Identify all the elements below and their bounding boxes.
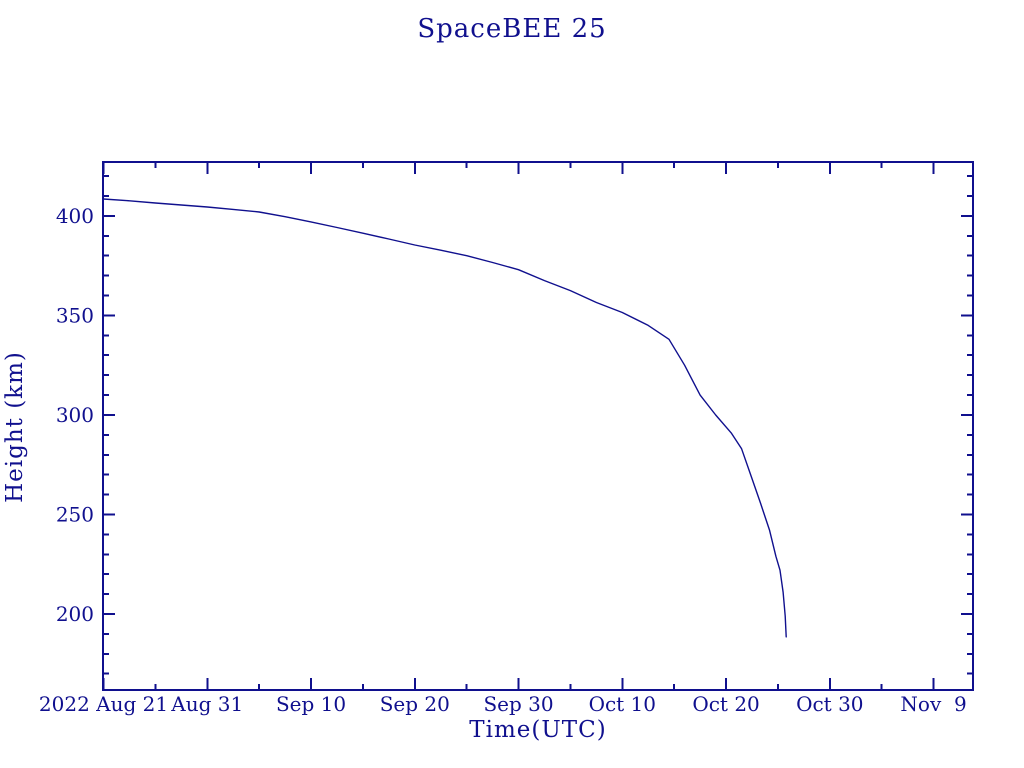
y-axis-title: Height (km) [2,351,28,503]
x-tick-label: Oct 20 [692,692,759,716]
y-tick-label: 300 [56,403,94,427]
x-tick-label: Sep 30 [483,692,553,716]
x-tick-label: Sep 10 [276,692,346,716]
x-tick-label: Sep 20 [380,692,450,716]
y-tick-label: 200 [56,602,94,626]
y-tick-label: 250 [56,502,94,526]
height-decay-curve [102,198,787,638]
chart-title: SpaceBEE 25 [417,14,607,44]
y-tick-label: 350 [56,303,94,327]
x-axis-title: Time(UTC) [469,717,607,743]
plot-frame [102,161,974,691]
x-tick-label: 2022 Aug 21 [39,692,168,716]
x-tick-label: Nov 9 [900,692,966,716]
x-tick-label: Oct 10 [589,692,656,716]
x-tick-label: Oct 30 [796,692,863,716]
y-tick-label: 400 [56,204,94,228]
x-tick-label: Aug 31 [170,692,243,716]
